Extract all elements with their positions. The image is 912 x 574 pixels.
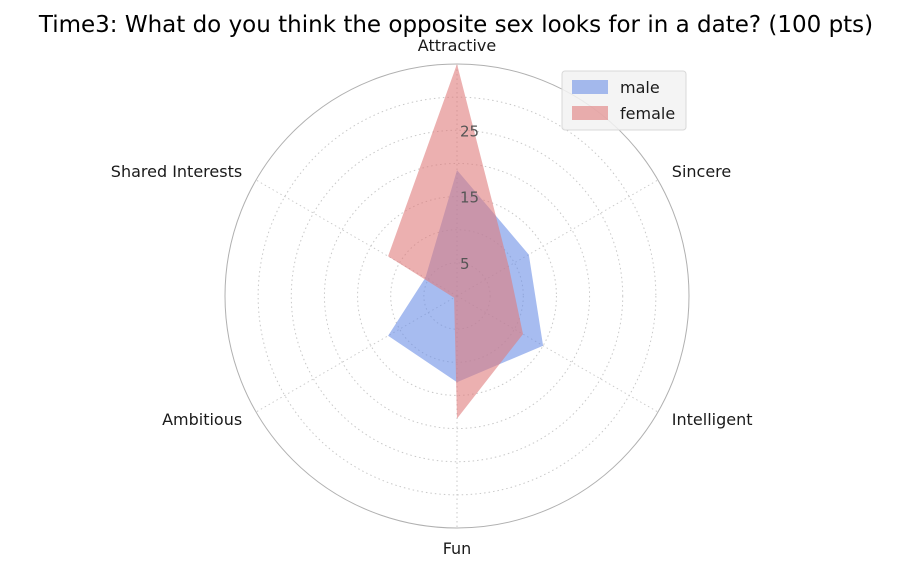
radial-tick-labels: 5 15 25: [460, 122, 479, 273]
radial-tick-label: 5: [460, 255, 470, 273]
radial-tick-label: 15: [460, 189, 479, 207]
legend-label-male: male: [620, 78, 660, 97]
category-label-sincere: Sincere: [672, 162, 731, 181]
radial-tick-label: 25: [460, 122, 479, 140]
category-label-shared-interests: Shared Interests: [111, 162, 242, 181]
grid-circle-4: [290, 129, 624, 463]
category-label-intelligent: Intelligent: [672, 410, 753, 429]
series-layer: [388, 64, 544, 419]
legend-label-female: female: [620, 104, 675, 123]
grid-circle-2: [357, 196, 557, 396]
category-label-fun: Fun: [443, 539, 472, 558]
chart-title: Time3: What do you think the opposite se…: [38, 12, 873, 38]
grid-circle-3: [323, 162, 591, 430]
category-label-ambitious: Ambitious: [162, 410, 242, 429]
series-area-female: [388, 64, 523, 419]
legend-swatch-male: [572, 80, 608, 94]
legend: male female: [561, 70, 687, 131]
axis-labels: Attractive Sincere Intelligent Fun Ambitious…: [111, 36, 753, 558]
legend-swatch-female: [572, 106, 608, 120]
category-label-attractive: Attractive: [418, 36, 496, 55]
